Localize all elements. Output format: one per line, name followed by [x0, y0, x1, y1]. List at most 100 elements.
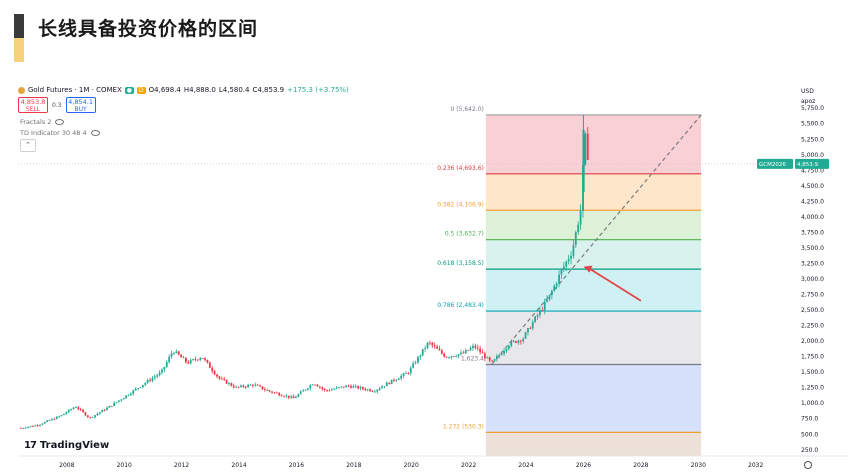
y-tick-label: 250.0: [801, 447, 818, 454]
ohlc-close: C4,853.9: [252, 86, 285, 94]
tradingview-chart[interactable]: 0 (5,642.0) 0.236 (4,693.6) 0.382 (4,106.9…: [18, 84, 848, 473]
fib-level-label: 1,623.4: [461, 355, 484, 362]
candle-body: [19, 428, 22, 429]
candle-body: [567, 258, 570, 262]
candle-body: [168, 356, 171, 362]
candle-body: [82, 409, 84, 413]
candle-body: [211, 367, 214, 372]
candle-body: [122, 398, 125, 400]
candle-body: [376, 389, 379, 392]
candle-body: [318, 386, 321, 388]
candle-body: [467, 350, 470, 351]
candle-body: [251, 384, 254, 386]
candle-body: [283, 396, 285, 397]
candle-body: [177, 351, 180, 355]
candle-body: [244, 386, 247, 388]
candle-body: [72, 407, 75, 410]
candle-body: [65, 412, 68, 414]
candle-body: [130, 393, 132, 396]
candle-body: [476, 347, 479, 349]
y-tick-label: 3,000.0: [801, 276, 824, 283]
candle-body: [106, 407, 108, 411]
price-axis-currency: USD: [801, 88, 814, 95]
symbol-name[interactable]: Gold Futures · 1M · COMEX: [28, 86, 122, 94]
candle-body: [369, 389, 371, 392]
candle-body: [347, 385, 350, 387]
candle-body: [41, 423, 44, 425]
x-tick-label: 2018: [346, 462, 361, 469]
candle-body: [110, 405, 113, 407]
candle-body: [94, 415, 96, 418]
candle-body: [500, 353, 503, 356]
candle-body: [36, 425, 39, 427]
candle-body: [170, 353, 173, 357]
candle-body: [268, 390, 271, 392]
y-tick-label: 3,250.0: [801, 260, 824, 267]
candle-body: [457, 354, 460, 357]
y-tick-label: 1,750.0: [801, 354, 824, 361]
candle-body: [43, 421, 46, 424]
candle-body: [362, 387, 364, 389]
current-price-tag: [795, 158, 829, 169]
candle-body: [395, 379, 398, 381]
candle-body: [196, 359, 199, 361]
candle-body: [225, 379, 228, 384]
y-tick-label: 500.0: [801, 431, 818, 438]
candle-body: [156, 375, 159, 377]
x-tick-label: 2032: [748, 462, 763, 469]
eye-icon[interactable]: [55, 119, 65, 125]
tradingview-logo[interactable]: 17 TradingView: [24, 440, 109, 451]
candle-body: [333, 388, 336, 390]
candle-body: [96, 413, 99, 416]
candle-body: [163, 366, 166, 370]
indicator-td-label: TD Indicator 30 48 4: [20, 129, 87, 137]
candle-body: [548, 295, 551, 300]
candle-body: [421, 349, 424, 356]
candle-body: [364, 388, 367, 391]
candle-body: [259, 385, 261, 387]
candle-body: [74, 407, 77, 409]
candle-body: [98, 412, 101, 414]
candle-body: [493, 359, 496, 362]
collapse-indicators-button[interactable]: ⌃: [20, 139, 36, 152]
candle-body: [220, 378, 223, 380]
candle-body: [560, 269, 563, 275]
candle-body: [498, 355, 501, 357]
candle-body: [335, 387, 338, 389]
indicator-fractals[interactable]: Fractals 2: [20, 118, 65, 126]
candle-body: [440, 350, 443, 354]
candle-body: [79, 409, 82, 410]
candle-body: [517, 340, 520, 343]
candle-body: [417, 356, 419, 363]
buy-button[interactable]: 4,854.1 BUY: [65, 97, 96, 113]
candle-body: [189, 359, 192, 364]
candle-body: [134, 388, 137, 391]
sell-button[interactable]: 4,853.8 SELL: [18, 97, 48, 113]
candle-body: [371, 391, 374, 392]
candle-body: [125, 395, 128, 399]
eye-icon[interactable]: [90, 130, 100, 136]
candle-body: [390, 379, 393, 384]
candle-body: [165, 361, 168, 367]
candle-body: [199, 358, 202, 360]
candle-body: [431, 342, 434, 346]
candle-body: [34, 425, 37, 427]
y-tick-label: 1,500.0: [801, 369, 824, 376]
candle-body: [249, 384, 252, 386]
candle-body: [352, 386, 355, 388]
candle-body: [261, 386, 264, 390]
candle-body: [472, 345, 474, 348]
x-tick-label: 2022: [461, 462, 476, 469]
candle-body: [507, 345, 510, 349]
tradingview-mark-icon: 17: [24, 440, 37, 451]
candle-body: [359, 387, 362, 389]
candle-body: [543, 301, 546, 310]
chart-canvas[interactable]: 0 (5,642.0) 0.236 (4,693.6) 0.382 (4,106.9…: [18, 84, 848, 473]
candle-body: [206, 359, 209, 363]
candle-body: [175, 351, 178, 354]
indicator-td[interactable]: TD Indicator 30 48 4: [20, 129, 100, 137]
candle-body: [558, 274, 560, 284]
candle-body: [280, 395, 283, 397]
price-axis-bg: [793, 84, 848, 473]
candle-body: [285, 395, 288, 397]
